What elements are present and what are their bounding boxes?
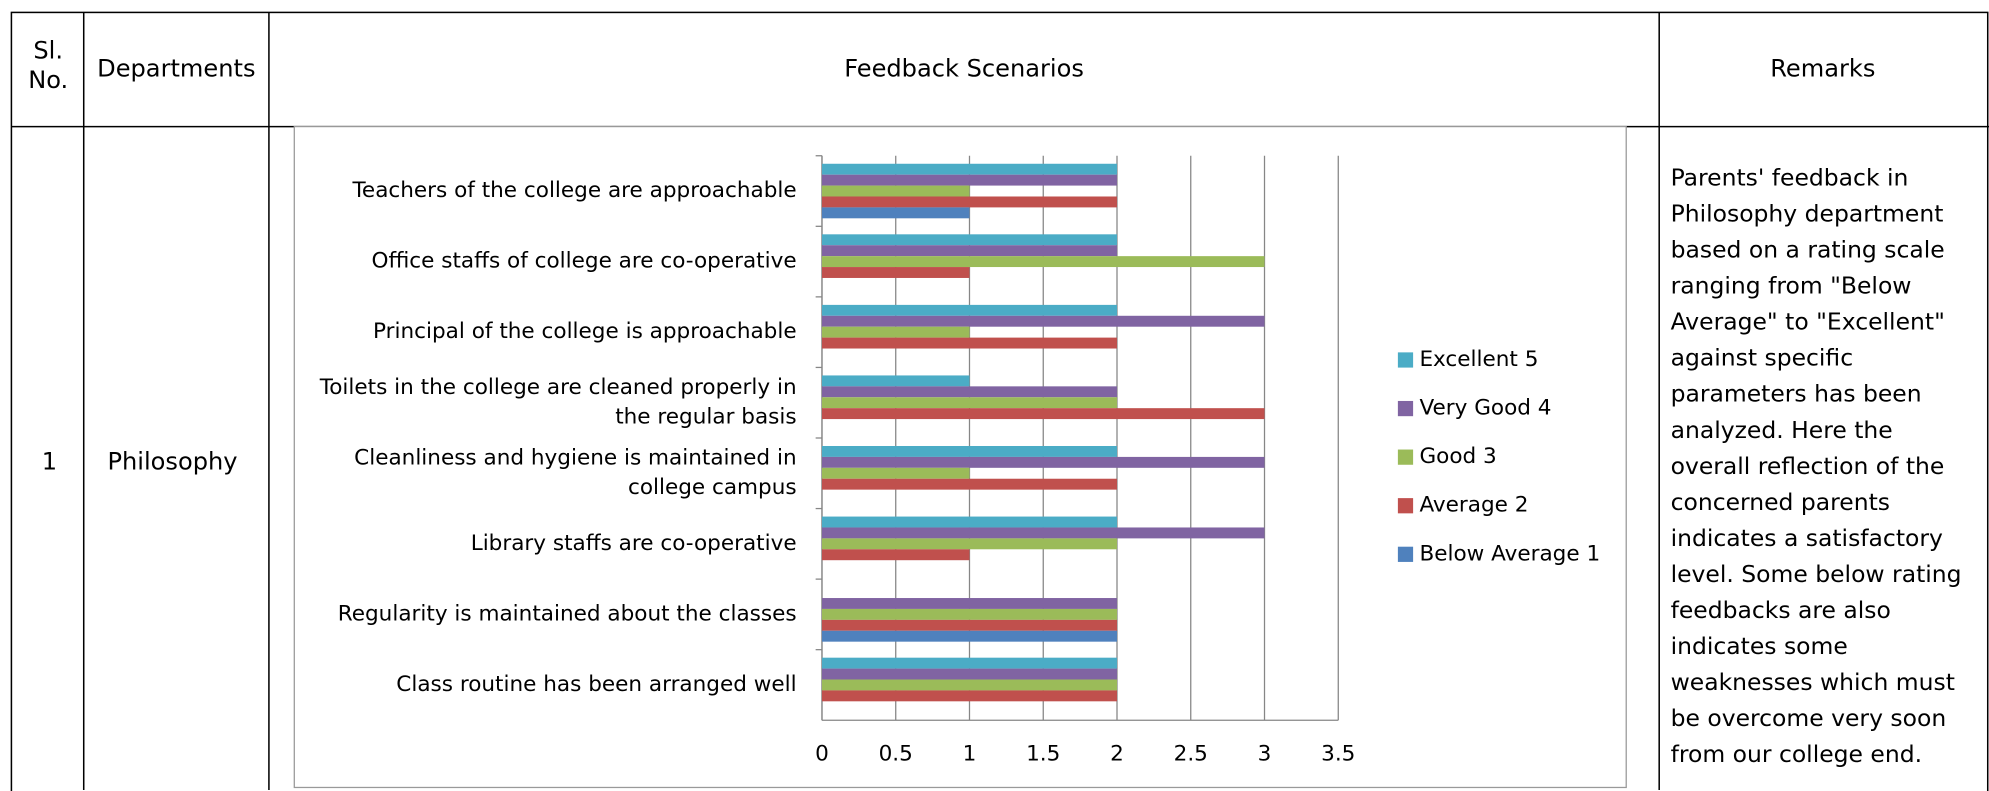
- legend-swatch: [1397, 352, 1414, 368]
- legend-label: Below Average 1: [1419, 541, 1600, 566]
- bar: [821, 478, 1118, 490]
- remarks: Parents' feedback in Philosophy departmen…: [1671, 163, 1962, 767]
- x-tick-label: 0.5: [879, 741, 913, 766]
- bar: [821, 245, 1118, 257]
- bar: [821, 326, 970, 338]
- bar: [821, 386, 1118, 398]
- bar: [821, 315, 1265, 327]
- header-cell: Remarks: [1770, 54, 1875, 82]
- category-label: Office staffs of college are co-operativ…: [371, 249, 796, 274]
- legend-label: Good 3: [1419, 444, 1496, 469]
- legend-swatch: [1397, 498, 1414, 514]
- bar: [821, 196, 1118, 208]
- category-label: Principal of the college is approachable: [373, 319, 797, 344]
- header-cell: Sl. No.: [28, 37, 68, 94]
- bar: [821, 619, 1118, 631]
- bar: [821, 397, 1118, 409]
- row-number: 1: [42, 448, 57, 476]
- x-tick-label: 1: [963, 741, 977, 766]
- category-label: Regularity is maintained about the class…: [338, 601, 797, 626]
- header-cell: Feedback Scenarios: [844, 54, 1084, 82]
- bar: [821, 668, 1118, 680]
- bar: [821, 690, 1118, 702]
- bar: [821, 446, 1118, 457]
- category-label: Teachers of the college are approachable: [351, 178, 796, 203]
- legend-label: Average 2: [1419, 493, 1528, 518]
- bar: [821, 657, 1118, 669]
- x-tick-label: 3: [1258, 741, 1272, 766]
- bar: [821, 267, 970, 278]
- category-label: Cleanliness and hygiene is maintained in…: [354, 446, 796, 500]
- bar: [821, 207, 970, 219]
- legend-label: Very Good 4: [1419, 396, 1551, 421]
- department: Philosophy: [107, 448, 237, 476]
- bar: [821, 630, 1118, 642]
- bar: [821, 234, 1118, 246]
- bar: [821, 174, 1118, 186]
- header-cell: Departments: [97, 54, 255, 82]
- bar: [821, 516, 1118, 528]
- category-label: Library staffs are co-operative: [471, 531, 797, 556]
- bar: [821, 608, 1118, 620]
- legend-swatch: [1397, 449, 1414, 465]
- x-tick-label: 2: [1110, 741, 1124, 766]
- bar: [821, 456, 1265, 468]
- bar: [821, 185, 970, 197]
- bar: [821, 163, 1118, 175]
- bar: [821, 337, 1118, 349]
- x-tick-label: 3.5: [1321, 741, 1355, 766]
- bar: [821, 256, 1265, 268]
- category-label: Toilets in the college are cleaned prope…: [319, 375, 797, 429]
- legend-label: Excellent 5: [1419, 347, 1538, 372]
- bar: [821, 679, 1118, 691]
- legend-swatch: [1397, 546, 1414, 562]
- bar: [821, 538, 1118, 550]
- bar: [821, 549, 970, 561]
- x-tick-label: 1.5: [1026, 741, 1060, 766]
- category-label: Class routine has been arranged well: [396, 672, 796, 697]
- bar: [821, 527, 1265, 539]
- x-tick-label: 2.5: [1174, 741, 1208, 766]
- legend-swatch: [1397, 400, 1414, 417]
- bar: [821, 598, 1118, 609]
- bar: [821, 467, 970, 479]
- bar: [821, 408, 1265, 420]
- x-tick-label: 0: [815, 741, 829, 766]
- bar: [821, 375, 970, 387]
- bar: [821, 304, 1118, 316]
